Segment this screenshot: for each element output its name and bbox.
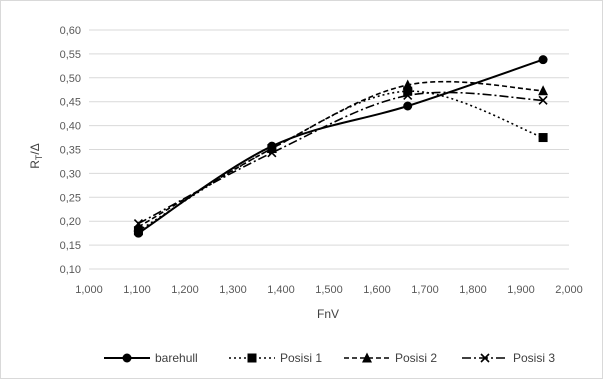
legend-marker [480,353,490,363]
x-tick-label: 1,000 [75,284,103,296]
legend-marker [247,353,257,363]
legend: barehull Posisi 1 Posisi 2 Posisi 3 [104,351,555,365]
x-tick-label: 2,000 [555,284,583,296]
x-axis-title: FnV [317,307,339,321]
x-tick-label: 1,500 [315,284,343,296]
data-point [267,148,277,158]
x-tick-label: 1,300 [219,284,247,296]
y-tick-label: 0,35 [60,145,81,157]
y-tick-label: 0,40 [60,121,81,133]
data-point [403,90,413,101]
x-tick-label: 1,800 [459,284,487,296]
data-point [538,55,548,65]
y-tick-label: 0,30 [60,168,81,180]
data-point [402,79,413,90]
x-tick-label: 1,600 [363,284,391,296]
series-line [137,90,544,232]
legend-label: Posisi 3 [513,351,555,365]
y-tick-label: 0,45 [60,97,81,109]
series-line [137,80,544,228]
series-markers [133,55,549,238]
data-point [133,219,144,229]
gridlines [89,29,569,270]
legend-label: barehull [155,351,198,365]
x-tick-label: 1,200 [171,284,199,296]
y-axis-title-main: R [28,160,42,169]
data-point [538,133,548,143]
y-tick-label: 0,55 [60,49,81,61]
axes: 0,10 0,15 0,20 0,25 0,30 0,35 0,40 0,45 0,50 0,55… [60,25,583,296]
y-tick-label: 0,15 [60,240,81,252]
data-point [538,95,548,105]
y-axis-title-rest: /Δ [28,143,42,154]
x-tick-label: 1,400 [267,284,295,296]
legend-marker [122,353,132,363]
series-lines [137,58,544,235]
y-tick-label: 0,20 [60,216,81,228]
x-tick-label: 1,100 [123,284,151,296]
x-tick-label: 1,700 [411,284,439,296]
y-axis-title-subscript: T [34,154,44,160]
data-point [133,221,144,232]
legend-marker [362,352,372,363]
series-line [137,58,544,235]
y-tick-label: 0,25 [60,192,81,204]
series-line [138,91,544,225]
data-point [403,101,413,111]
y-tick-label: 0,10 [60,264,81,276]
y-tick-label: 0,60 [60,25,81,37]
y-axis-title: RT/Δ [28,143,44,169]
legend-label: Posisi 2 [395,351,437,365]
legend-label: Posisi 1 [280,351,322,365]
y-tick-label: 0,50 [60,73,81,85]
data-point [538,85,549,96]
x-tick-label: 1,900 [507,284,535,296]
data-point [403,86,413,96]
